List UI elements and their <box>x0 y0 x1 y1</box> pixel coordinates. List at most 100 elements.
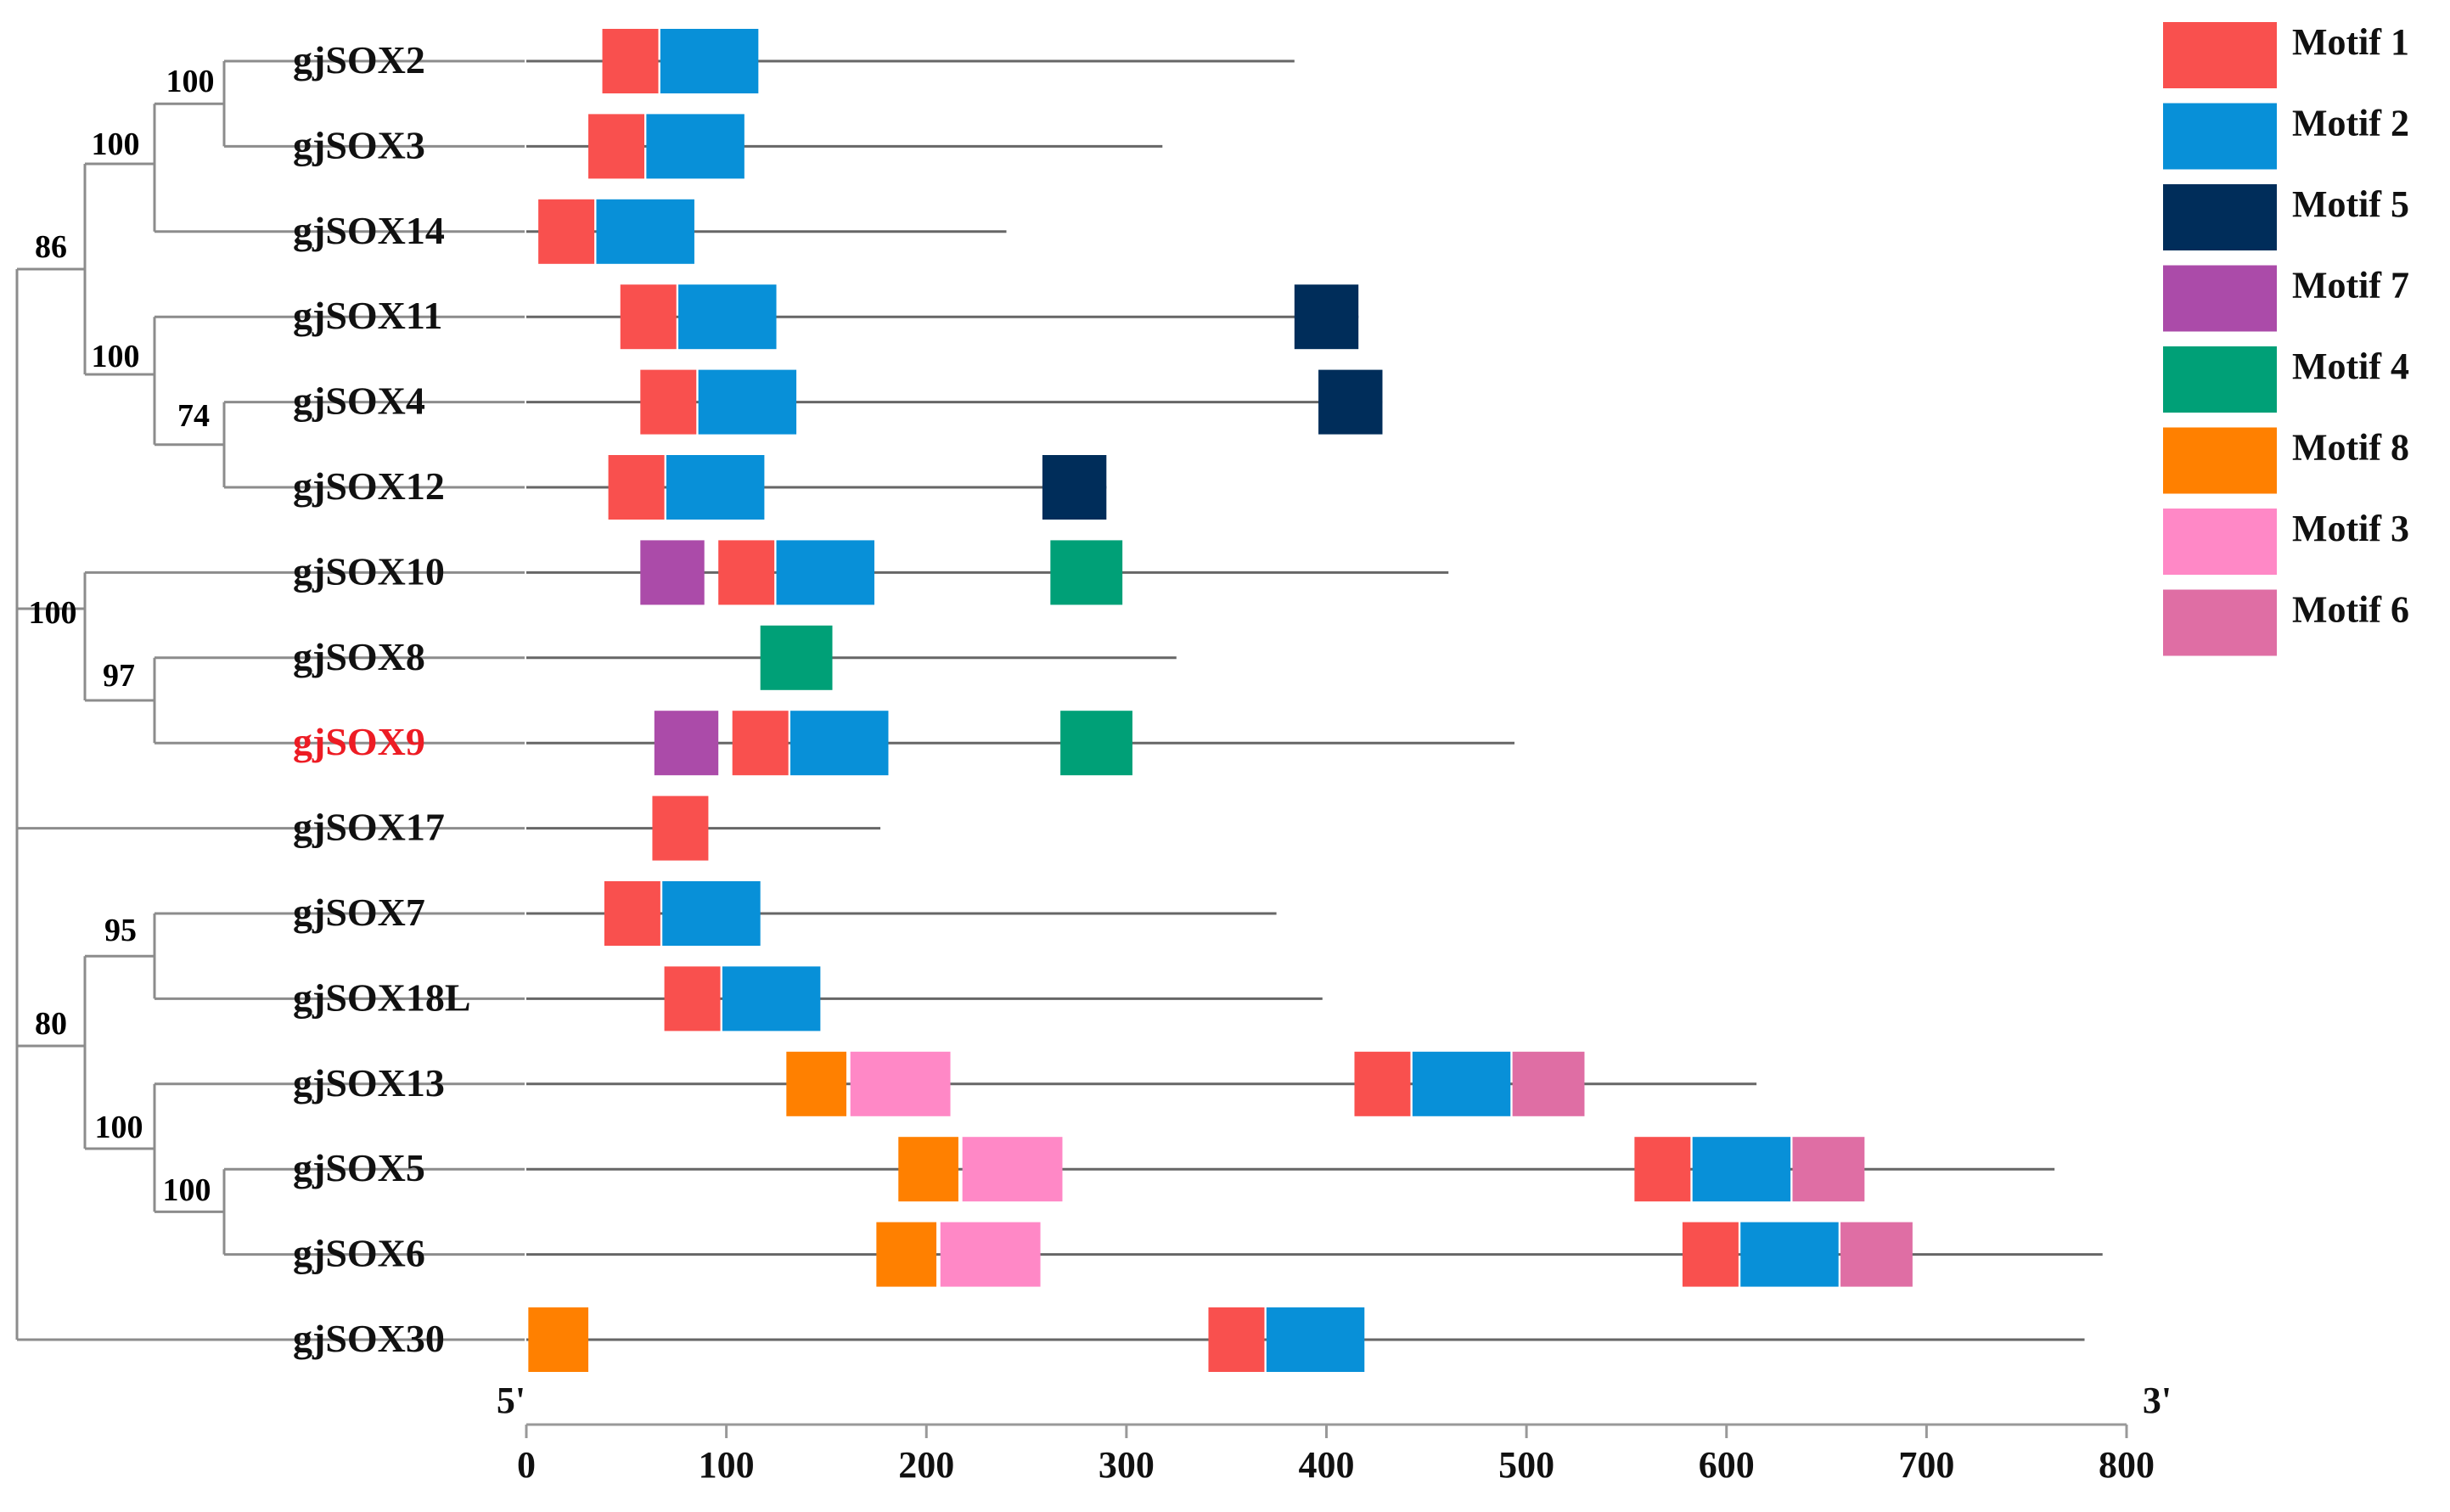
bootstrap-label: 100 <box>29 595 77 631</box>
gene-name-label: gjSOX11 <box>293 294 442 337</box>
gene-name-label: gjSOX4 <box>293 379 425 423</box>
legend-swatch <box>2163 22 2277 88</box>
legend-label: Motif 7 <box>2292 265 2409 306</box>
legend-label: Motif 8 <box>2292 427 2409 469</box>
legend-item: Motif 5 <box>2163 183 2409 250</box>
motif-box-motif-4 <box>1050 540 1123 605</box>
motif-box-motif-1 <box>588 114 645 179</box>
bootstrap-label: 100 <box>92 126 140 162</box>
motif-box-motif-1 <box>538 199 595 264</box>
legend-label: Motif 6 <box>2292 589 2409 631</box>
gene-name-label: gjSOX2 <box>293 38 425 82</box>
motif-box-motif-6 <box>1792 1137 1865 1202</box>
gene-row: gjSOX9 <box>293 711 1514 776</box>
bootstrap-label: 100 <box>92 339 140 374</box>
phylogenetic-tree <box>15 59 525 1341</box>
five-prime-label: 5' <box>497 1380 525 1421</box>
legend-swatch <box>2163 346 2277 413</box>
motif-box-motif-2 <box>678 284 777 350</box>
motif-box-motif-1 <box>652 795 709 861</box>
bootstrap-label: 100 <box>163 1172 211 1208</box>
gene-row: gjSOX14 <box>293 199 1007 264</box>
gene-row: gjSOX2 <box>293 29 1295 93</box>
motif-box-motif-5 <box>1318 369 1383 435</box>
motif-box-motif-6 <box>1840 1222 1913 1287</box>
bootstrap-label: 80 <box>35 1006 67 1042</box>
motif-box-motif-8 <box>528 1307 589 1372</box>
motif-box-motif-2 <box>646 114 745 179</box>
gene-name-label: gjSOX8 <box>293 635 425 678</box>
motif-box-motif-1 <box>620 284 677 350</box>
bootstrap-labels: 100 100 86 100 74 100 97 95 80 100 100 <box>29 64 215 1208</box>
motif-box-motif-1 <box>608 455 665 520</box>
motif-box-motif-7 <box>640 540 705 605</box>
legend-item: Motif 8 <box>2163 427 2409 494</box>
gene-name-label: gjSOX30 <box>293 1317 445 1360</box>
gene-name-label: gjSOX5 <box>293 1146 425 1189</box>
gene-name-label: gjSOX3 <box>293 123 425 166</box>
gene-row: gjSOX11 <box>293 284 1359 350</box>
motif-box-motif-2 <box>666 455 765 520</box>
gene-rows: gjSOX2 gjSOX3 gjSOX14 gjSOX11 gjSOX4 gjSOX12 g… <box>293 29 2103 1372</box>
x-axis-tick-label: 0 <box>517 1444 536 1486</box>
gene-row: gjSOX12 <box>293 455 1107 520</box>
legend-item: Motif 4 <box>2163 346 2409 413</box>
motif-box-motif-8 <box>876 1222 937 1287</box>
motif-box-motif-1 <box>1354 1051 1411 1116</box>
motif-box-motif-1 <box>1208 1307 1265 1372</box>
motif-box-motif-3 <box>850 1051 951 1116</box>
three-prime-label: 3' <box>2143 1380 2172 1421</box>
motif-box-motif-2 <box>596 199 694 264</box>
legend-label: Motif 2 <box>2292 103 2409 144</box>
legend-swatch <box>2163 427 2277 494</box>
motif-box-motif-2 <box>1266 1307 1365 1372</box>
motif-box-motif-5 <box>1294 284 1359 350</box>
gene-row: gjSOX17 <box>293 795 881 861</box>
motif-box-motif-4 <box>760 625 833 690</box>
gene-row: gjSOX8 <box>293 625 1177 690</box>
motif-box-motif-2 <box>1412 1051 1511 1116</box>
gene-row: gjSOX3 <box>293 114 1163 179</box>
x-axis-tick-label: 500 <box>1498 1444 1554 1486</box>
motif-box-motif-2 <box>698 369 797 435</box>
bootstrap-label: 95 <box>104 913 137 948</box>
motif-box-motif-2 <box>1740 1222 1839 1287</box>
motif-box-motif-1 <box>732 711 789 776</box>
motif-box-motif-5 <box>1042 455 1107 520</box>
gene-name-label: gjSOX7 <box>293 891 425 934</box>
motif-box-motif-8 <box>898 1137 958 1202</box>
motif-box-motif-2 <box>776 540 874 605</box>
legend-item: Motif 6 <box>2163 589 2409 656</box>
gene-row: gjSOX4 <box>293 369 1383 435</box>
legend-item: Motif 1 <box>2163 21 2409 88</box>
bootstrap-label: 97 <box>103 658 135 694</box>
gene-row: gjSOX6 <box>293 1222 2103 1287</box>
gene-row: gjSOX30 <box>293 1307 2085 1372</box>
gene-name-label: gjSOX6 <box>293 1232 425 1275</box>
motif-box-motif-6 <box>1512 1051 1585 1116</box>
gene-row: gjSOX13 <box>293 1051 1757 1116</box>
x-axis-tick-label: 100 <box>699 1444 755 1486</box>
bootstrap-label: 100 <box>166 64 215 99</box>
legend-item: Motif 2 <box>2163 103 2409 170</box>
motif-box-motif-4 <box>1060 711 1132 776</box>
motif-box-motif-3 <box>962 1137 1063 1202</box>
legend-item: Motif 3 <box>2163 508 2409 575</box>
bootstrap-label: 74 <box>177 398 210 434</box>
motif-box-motif-1 <box>640 369 697 435</box>
legend-swatch <box>2163 509 2277 575</box>
motif-box-motif-2 <box>660 29 759 93</box>
gene-name-label: gjSOX10 <box>293 549 445 593</box>
motif-box-motif-2 <box>662 881 761 946</box>
motif-box-motif-2 <box>1692 1137 1791 1202</box>
legend-label: Motif 5 <box>2292 183 2409 225</box>
gene-name-label: gjSOX12 <box>293 464 445 508</box>
motif-box-motif-1 <box>1682 1222 1739 1287</box>
motif-box-motif-3 <box>940 1222 1041 1287</box>
motif-box-motif-1 <box>604 881 660 946</box>
gene-name-label: gjSOX17 <box>293 806 445 849</box>
motif-box-motif-1 <box>602 29 659 93</box>
legend-swatch <box>2163 265 2277 332</box>
x-axis-tick-label: 300 <box>1099 1444 1155 1486</box>
